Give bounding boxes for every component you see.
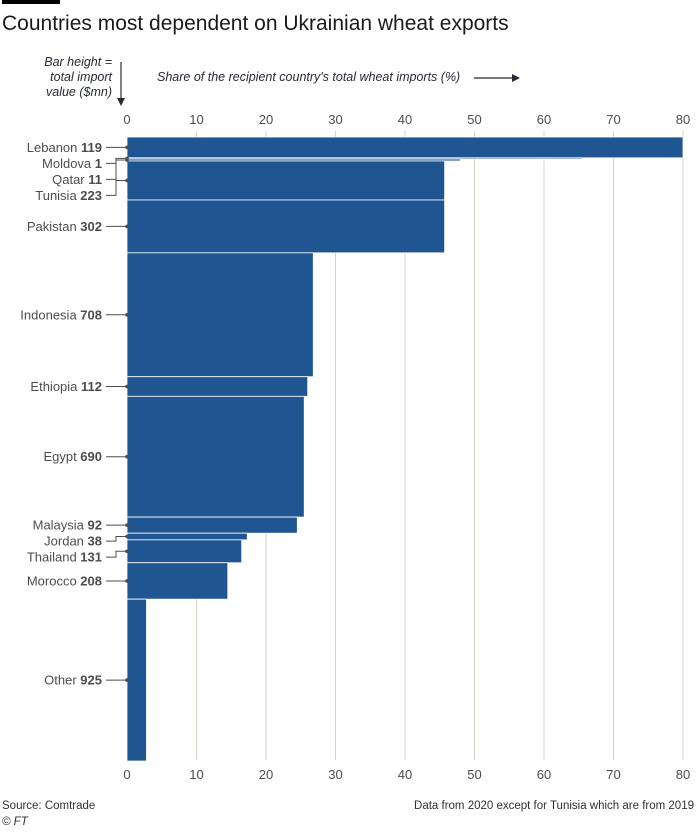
bar	[126, 376, 309, 397]
x-tick-label: 60	[537, 767, 551, 782]
bar	[126, 395, 305, 518]
leader-line	[106, 159, 127, 180]
x-tick-label: 80	[676, 112, 690, 127]
x-tick-label: 30	[328, 767, 342, 782]
x-tick-label: 40	[398, 767, 412, 782]
arrow-down-head-icon	[117, 98, 125, 106]
x-tick-label: 80	[676, 767, 690, 782]
country-label: Thailand 131	[27, 550, 102, 565]
x-tick-label: 60	[537, 112, 551, 127]
bar	[126, 562, 229, 600]
arrow-right-icon	[473, 73, 520, 82]
brand-bar	[2, 0, 60, 4]
bar	[126, 252, 314, 378]
bars	[126, 136, 684, 762]
leader-dot	[125, 384, 129, 389]
leader-dot	[125, 678, 129, 682]
x-tick-label: 30	[328, 112, 342, 127]
bar	[126, 516, 298, 534]
leader-dot	[125, 145, 129, 150]
x-tick-label: 50	[467, 112, 481, 127]
leader-dot	[125, 579, 129, 583]
country-label: Other 925	[44, 673, 102, 688]
x-axis-caption-text: Share of the recipient country's total w…	[157, 70, 461, 84]
leader-line	[106, 536, 127, 542]
country-label: Malaysia 92	[33, 518, 102, 533]
leader-dot	[125, 178, 129, 183]
bar	[126, 598, 147, 762]
credit-note: © FT	[2, 816, 28, 828]
source-note: Source: Comtrade	[2, 800, 96, 812]
country-label: Egypt 690	[43, 449, 102, 464]
bar	[126, 136, 684, 159]
x-tick-label: 70	[606, 112, 620, 127]
country-label: Indonesia 708	[20, 307, 102, 322]
leader-dot	[125, 454, 129, 459]
bar	[126, 160, 446, 201]
x-ticks-top: 0 10 20 30 40 50 60 70 80	[123, 112, 690, 127]
leader-dot	[125, 549, 129, 554]
data-year-note: Data from 2020 except for Tunisia which …	[414, 800, 694, 812]
x-axis-caption: Share of the recipient country's total w…	[157, 70, 520, 84]
x-tick-label: 40	[398, 112, 412, 127]
leader-dot	[125, 523, 129, 527]
bar	[126, 199, 446, 254]
country-label: Moldova 1	[42, 156, 102, 171]
leader-line	[106, 550, 127, 558]
x-tick-label: 0	[123, 112, 130, 127]
leader-line	[106, 179, 127, 196]
x-tick-label: 20	[259, 767, 273, 782]
country-label: Pakistan 302	[27, 219, 102, 234]
x-tick-label: 0	[123, 767, 130, 782]
x-tick-label: 20	[259, 112, 273, 127]
bar-height-note: Bar height = total import value ($mn)	[44, 55, 112, 99]
x-tick-label: 70	[606, 767, 620, 782]
x-tick-label: 50	[467, 767, 481, 782]
country-label: Ethiopia 112	[30, 379, 102, 394]
country-label: Lebanon 119	[27, 140, 102, 155]
bar	[126, 539, 243, 564]
x-ticks-bottom: 0 10 20 30 40 50 60 70 80	[123, 767, 690, 782]
leader-dot	[125, 312, 129, 317]
country-label: Tunisia 223	[35, 188, 102, 203]
chart-title: Countries most dependent on Ukrainian wh…	[2, 12, 509, 35]
country-label: Jordan 38	[44, 534, 102, 549]
country-label: Morocco 208	[27, 573, 102, 588]
country-label: Qatar 11	[52, 172, 102, 187]
x-tick-label: 10	[189, 767, 203, 782]
leader-dot	[125, 224, 129, 229]
bar	[126, 532, 248, 541]
x-tick-label: 10	[189, 112, 203, 127]
leader-dot	[125, 158, 129, 162]
leader-dot	[125, 534, 129, 539]
